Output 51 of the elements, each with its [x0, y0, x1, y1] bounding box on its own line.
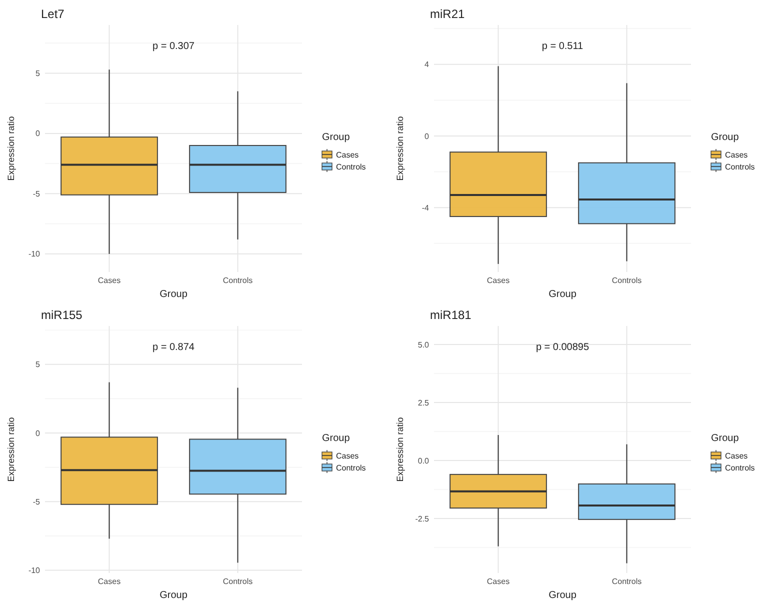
legend-title: Group: [711, 433, 740, 444]
annotation: p = 0.874: [152, 342, 195, 353]
legend-title: Group: [322, 132, 350, 143]
annotation: p = 0.307: [152, 41, 195, 52]
x-axis-title: Group: [548, 289, 577, 300]
chart-title: miR181: [430, 308, 472, 322]
y-axis-title: Expression ratio: [6, 417, 16, 482]
chart-title: Let7: [41, 7, 65, 21]
y-tick-label: 5: [36, 68, 41, 78]
chart-title: miR155: [41, 308, 83, 322]
x-tick-label: Cases: [98, 276, 121, 285]
chart-title: miR21: [430, 7, 465, 21]
x-tick-label: Controls: [612, 577, 642, 586]
y-tick-label: -10: [28, 250, 41, 259]
legend-title: Group: [322, 433, 350, 444]
legend-label: Controls: [725, 464, 755, 472]
y-tick-label: 4: [424, 60, 430, 70]
legend-label: Cases: [725, 452, 748, 460]
y-tick-label: 0: [36, 428, 41, 438]
legend-label: Cases: [725, 150, 748, 160]
x-tick-label: Controls: [222, 577, 253, 586]
x-axis-title: Group: [548, 590, 577, 601]
legend-label: Controls: [336, 464, 366, 472]
y-tick-label: 2.5: [418, 398, 430, 408]
y-tick-label: 5.0: [418, 340, 430, 350]
x-tick-label: Controls: [222, 276, 253, 285]
y-tick-label: 0: [424, 132, 430, 141]
y-tick-label: -2.5: [415, 514, 430, 524]
y-tick-label: -4: [422, 203, 430, 212]
legend-label: Cases: [336, 452, 359, 460]
legend-label: Cases: [336, 150, 359, 160]
legend-label: Controls: [725, 162, 755, 172]
x-axis-title: Group: [160, 590, 188, 601]
x-tick-label: Cases: [486, 577, 510, 586]
x-tick-label: Cases: [486, 276, 510, 285]
y-tick-label: 0: [36, 129, 41, 138]
legend-title: Group: [711, 132, 740, 143]
y-axis-title: Expression ratio: [6, 116, 16, 181]
x-axis-title: Group: [160, 289, 188, 300]
y-tick-label: 0.0: [418, 456, 430, 466]
x-tick-label: Controls: [612, 276, 642, 285]
annotation: p = 0.00895: [536, 342, 590, 353]
x-tick-label: Cases: [98, 577, 121, 586]
y-tick-label: -10: [28, 566, 41, 576]
annotation: p = 0.511: [542, 41, 584, 52]
y-axis-title: Expression ratio: [395, 116, 405, 181]
y-axis-title: Expression ratio: [395, 417, 405, 482]
y-tick-label: -5: [32, 189, 41, 198]
y-tick-label: 5: [36, 360, 41, 370]
legend-label: Controls: [336, 162, 366, 172]
y-tick-label: -5: [32, 497, 41, 506]
